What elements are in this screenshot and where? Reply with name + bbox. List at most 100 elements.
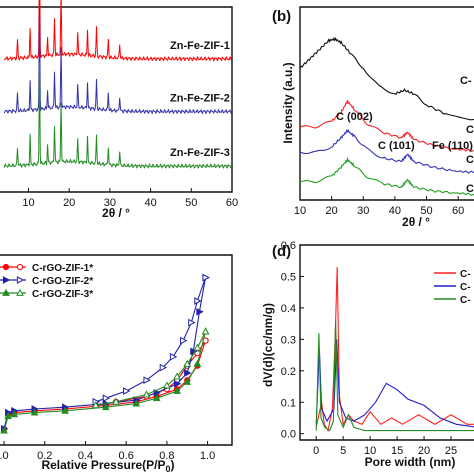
panel-d-x-tick-label-2: 10	[364, 445, 376, 457]
panel-c-legend-label-1: C-rGO-ZIF-1*	[32, 263, 93, 274]
panel-c-adsorption-point-3-9	[183, 377, 192, 385]
panel-d-x-tick-label-4: 20	[418, 445, 430, 457]
panel-c-adsorption-point-3-6	[132, 399, 141, 407]
panel-c-desorption-point-3-2	[183, 359, 192, 367]
panel-a-series-line-3	[3, 62, 233, 170]
panel-c-desorption-point-2-6	[143, 376, 151, 385]
panel-c-desorption-point-2-4	[169, 352, 178, 361]
panel-b-series-label-4: C	[466, 183, 474, 195]
panel-c-adsorption-point-3-4	[61, 406, 69, 414]
panel-c-adsorption-point-3-3	[30, 408, 39, 416]
panel-b-frame	[299, 6, 474, 201]
panel-a-series-label-2: Zn-Fe-ZIF-2	[170, 93, 230, 105]
panel-c-desorption-line-2	[95, 277, 207, 403]
panel-c-x-axis-label-sub: 0	[166, 464, 171, 474]
panel-b-annotation-c002: C (002)	[336, 111, 373, 123]
panel-c-x-tick-label-5: 1.0	[200, 450, 215, 462]
panel-b-series-label-1: C-	[460, 75, 472, 87]
panel-a-frame	[0, 6, 233, 193]
panel-d-series-line-2	[315, 339, 474, 428]
panel-c-legend-marker-open-1	[16, 263, 24, 271]
panel-b-x-tick-label-5: 60	[452, 205, 464, 217]
panel-b-label: (b)	[272, 8, 291, 25]
panel-c-legend-label-3: C-rGO-ZIF-3*	[32, 289, 93, 300]
panel-c-n2-isotherm: .0 0.2 0.4 0.6 0.8 1.0 C-rGO-ZIF-1*C-rGO-ZIF-…	[0, 254, 233, 474]
panel-a-xrd-zif: 10 20 30 40 50 60 Zn-Fe-ZIF-1Zn-Fe-ZIF-2Zn-Fe…	[0, 0, 238, 220]
panel-d-y-tick-label-2: 0.2	[281, 366, 296, 378]
panel-a-x-tick-label-4: 50	[185, 197, 197, 209]
panel-c-x-tick-label-4: 0.8	[159, 450, 174, 462]
panel-a-x-tick-label-1: 20	[63, 197, 75, 209]
panel-c-desorption-point-2-1	[194, 297, 202, 305]
panel-b-x-axis-label: 2θ / °	[402, 215, 430, 229]
panel-c-legend-marker-filled-1	[2, 263, 10, 271]
panel-c-x-tick-label-0: .0	[0, 450, 9, 462]
panel-c-desorption-point-3-5	[142, 390, 151, 398]
panel-c-legend-marker-open-2	[16, 276, 25, 284]
panel-b-y-axis-label: Intensity (a.u.)	[281, 62, 295, 143]
panel-c-adsorption-point-3-5	[101, 402, 110, 411]
panel-c-desorption-point-3-3	[173, 372, 181, 380]
panel-c-desorption-point-2-2	[188, 318, 196, 327]
panel-c-desorption-point-2-8	[102, 394, 111, 403]
panel-c-desorption-point-3-7	[91, 401, 100, 409]
panel-c-adsorption-point-2-8	[173, 379, 182, 388]
panel-d-y-axis-label: dV(d)(cc/nm/g)	[261, 303, 275, 387]
panel-c-desorption-point-3-1	[193, 343, 202, 351]
panel-c-legend-marker-open-3	[16, 288, 24, 296]
panel-d-series-line-3	[315, 320, 474, 432]
panel-b-series-group	[299, 36, 474, 196]
panel-c-legend: C-rGO-ZIF-1* C-rGO-ZIF-2* C-rGO-ZIF-3*	[0, 263, 93, 300]
panel-c-desorption-point-3-4	[163, 381, 171, 389]
panel-c-legend-marker-filled-3	[2, 288, 10, 296]
panel-d-x-tick-label-1: 5	[340, 445, 346, 457]
panel-a-series-group	[3, 0, 233, 170]
panel-c-desorption-point-2-0	[202, 273, 210, 282]
panel-d-y-tick-label-5: 0.5	[281, 271, 296, 283]
panel-c-desorption-point-2-7	[123, 387, 131, 395]
panel-c-desorption-point-3-6	[112, 397, 120, 405]
panel-c-x-tick-label-2: 0.4	[78, 450, 93, 462]
panel-d-legend-label-2: C-	[460, 282, 471, 293]
panel-c-series-group	[0, 273, 210, 434]
panel-b-annotation-c101: C (101)	[378, 140, 415, 152]
panel-c-legend-marker-filled-2	[2, 276, 11, 284]
panel-d-y-tick-label-4: 0.4	[281, 303, 296, 315]
panel-d-x-tick-label-3: 15	[391, 445, 403, 457]
panel-d-label: (d)	[272, 243, 291, 260]
panel-d-legend-label-1: C-	[460, 269, 471, 280]
panel-d-x-tick-label-5: 25	[445, 445, 457, 457]
panel-b-series-label-2: C	[466, 124, 474, 136]
panel-d-legend-label-3: C-	[460, 295, 471, 306]
panel-c-desorption-point-2-5	[159, 363, 168, 372]
panel-a-x-tick-label-2: 30	[104, 197, 116, 209]
panel-b-series-line-1	[299, 36, 474, 121]
panel-a-x-tick-label-0: 10	[22, 197, 34, 209]
panel-d-axis-ticks: 0 5 10 15 20 25 0.0 0.1 0.2 0.3 0.4 0.5 0.6	[281, 240, 457, 457]
panel-a-x-tick-label-5: 60	[226, 197, 238, 209]
panel-c-adsorption-point-2-11	[196, 307, 204, 316]
panel-b-x-tick-label-4: 50	[420, 205, 432, 217]
panel-a-series-labels: Zn-Fe-ZIF-1 Zn-Fe-ZIF-2 Zn-Fe-ZIF-3	[170, 40, 230, 159]
panel-c-x-tick-label-1: 0.2	[37, 450, 52, 462]
panel-d-frame	[299, 244, 474, 441]
panel-d-y-tick-label-3: 0.3	[281, 334, 296, 346]
panel-b-x-tick-label-0: 10	[294, 205, 306, 217]
panel-c-desorption-point-2-3	[180, 336, 188, 345]
panel-b-series-line-4	[299, 156, 474, 196]
panel-b-series-label-3: C	[466, 154, 474, 166]
panel-b-annotation-fe110: Fe (110)	[432, 140, 473, 152]
panel-c-adsorption-point-3-0	[0, 426, 8, 434]
panel-c-frame	[0, 254, 233, 446]
panel-b-series-line-3	[299, 128, 474, 174]
panel-c-x-axis-label: Relative Pressure(P/P0)	[41, 458, 174, 474]
panel-b-x-tick-label-1: 20	[326, 205, 338, 217]
panel-b-xrd-carbon: (b) Intensity (a.u.) 10 20 30 40 50 60 C (002…	[272, 6, 474, 229]
panel-c-legend-label-2: C-rGO-ZIF-2*	[32, 276, 93, 287]
panel-a-x-ticks: 10 20 30 40 50 60	[22, 188, 238, 209]
panel-b-x-tick-label-3: 40	[389, 205, 401, 217]
panel-c-adsorption-point-2-9	[184, 369, 192, 377]
panel-d-y-tick-label-6: 0.6	[281, 240, 296, 252]
